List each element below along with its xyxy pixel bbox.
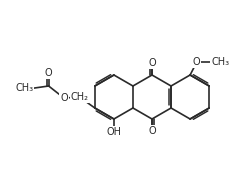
Text: O: O — [60, 93, 68, 103]
Text: OH: OH — [106, 127, 121, 137]
Text: CH₃: CH₃ — [211, 57, 229, 67]
Text: CH₃: CH₃ — [15, 83, 33, 93]
Text: O: O — [148, 58, 156, 68]
Text: CH₂: CH₂ — [70, 92, 89, 102]
Text: O: O — [45, 68, 52, 78]
Text: O: O — [148, 126, 156, 136]
Text: O: O — [193, 57, 200, 67]
